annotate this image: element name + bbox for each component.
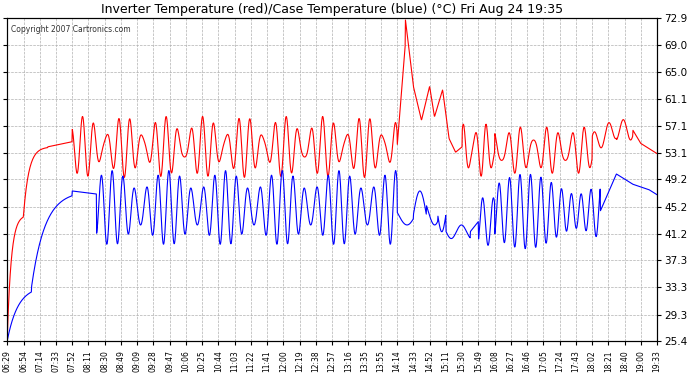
Title: Inverter Temperature (red)/Case Temperature (blue) (°C) Fri Aug 24 19:35: Inverter Temperature (red)/Case Temperat… [101,3,563,16]
Text: Copyright 2007 Cartronics.com: Copyright 2007 Cartronics.com [10,25,130,34]
